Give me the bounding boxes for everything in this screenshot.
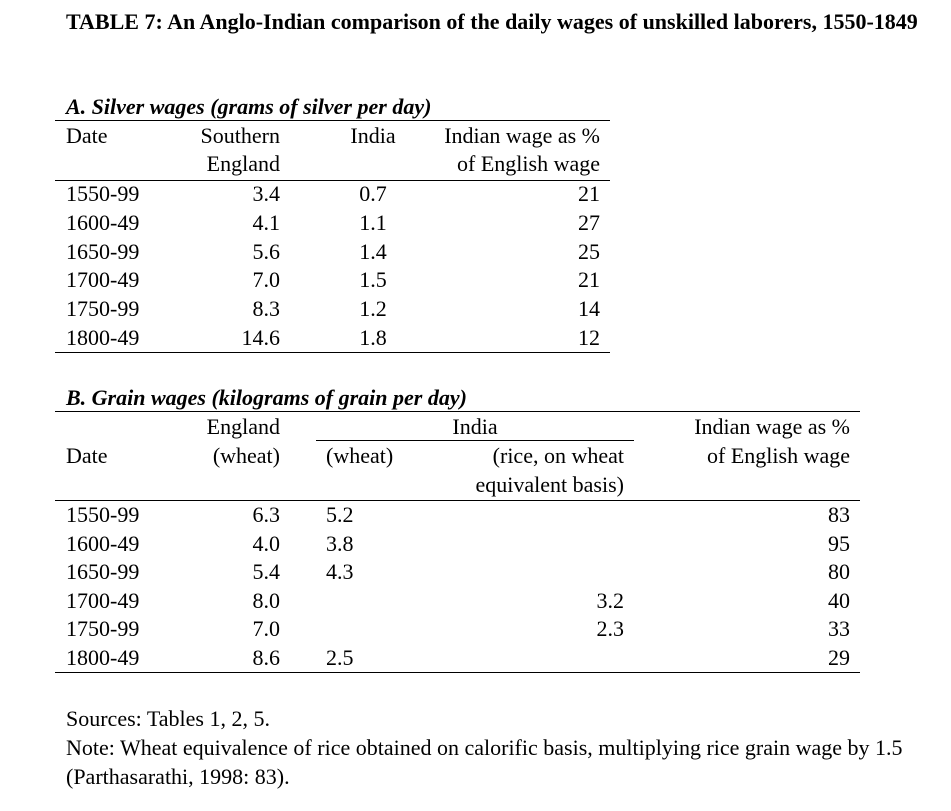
b-row-date: 1750-99 xyxy=(66,616,140,641)
section-a-top-rule xyxy=(55,120,610,121)
a-row-india: 1.4 xyxy=(359,238,387,264)
section-a-heading: A. Silver wages (grams of silver per day… xyxy=(66,94,432,119)
a-row-england: 8.3 xyxy=(252,296,281,322)
a-header-england-line2: England xyxy=(206,151,280,176)
b-header-england-line2: (wheat) xyxy=(212,443,280,468)
a-row-pct: 12 xyxy=(578,325,600,350)
b-row-date: 1650-99 xyxy=(66,559,140,584)
section-b-bottom-rule xyxy=(55,672,860,673)
b-row-england: 8.6 xyxy=(252,644,281,670)
b-row-england: 7.0 xyxy=(252,616,281,641)
a-row-india: 0.7 xyxy=(359,181,387,206)
a-row-date: 1700-49 xyxy=(66,267,140,293)
a-header-india: India xyxy=(350,123,396,148)
b-header-rice-line1: (rice, on wheat xyxy=(492,443,624,468)
table-title: TABLE 7: An Anglo-Indian comparison of t… xyxy=(66,9,918,34)
a-header-england-line1: Southern xyxy=(200,123,280,148)
a-header-pct-line2: of English wage xyxy=(457,151,600,176)
b-header-india: India xyxy=(452,414,498,439)
note-text: Note: Wheat equivalence of rice obtained… xyxy=(66,735,903,789)
a-row-date: 1750-99 xyxy=(66,296,140,322)
b-header-wheat: (wheat) xyxy=(326,443,394,468)
b-row-date: 1550-99 xyxy=(66,502,140,527)
a-row-pct: 21 xyxy=(578,267,600,293)
b-row-pct: 33 xyxy=(828,616,850,641)
b-row-date: 1700-49 xyxy=(66,587,140,613)
b-row-rice: 3.2 xyxy=(596,587,625,613)
b-row-wheat: 3.8 xyxy=(326,530,354,556)
a-row-date: 1650-99 xyxy=(66,238,140,264)
a-row-india: 1.8 xyxy=(359,325,387,350)
b-header-date: Date xyxy=(66,443,108,468)
b-row-england: 8.0 xyxy=(252,587,281,613)
a-row-india: 1.2 xyxy=(359,296,387,322)
b-row-pct: 83 xyxy=(828,502,850,527)
b-header-rice-line2: equivalent basis) xyxy=(475,472,624,497)
a-row-pct: 14 xyxy=(578,296,600,322)
b-row-date: 1800-49 xyxy=(66,644,140,670)
b-row-wheat: 2.5 xyxy=(326,644,354,670)
a-row-india: 1.5 xyxy=(359,267,387,293)
b-row-pct: 29 xyxy=(828,644,850,670)
b-row-pct: 95 xyxy=(828,530,850,556)
sources-text: Sources: Tables 1, 2, 5. xyxy=(66,706,270,731)
a-row-england: 4.1 xyxy=(252,209,281,235)
b-row-wheat: 5.2 xyxy=(326,502,354,527)
a-row-date: 1550-99 xyxy=(66,181,140,206)
a-header-date: Date xyxy=(66,123,108,148)
b-row-date: 1600-49 xyxy=(66,530,140,556)
b-row-england: 4.0 xyxy=(252,530,281,556)
b-row-england: 5.4 xyxy=(252,559,281,584)
b-row-wheat: 4.3 xyxy=(326,559,354,584)
b-row-rice: 2.3 xyxy=(596,616,625,641)
b-header-england-line1: England xyxy=(206,414,280,439)
a-row-england: 3.4 xyxy=(252,181,281,206)
a-row-date: 1800-49 xyxy=(66,325,140,350)
b-row-england: 6.3 xyxy=(252,502,281,527)
b-header-pct-line2: of English wage xyxy=(707,443,850,468)
a-row-date: 1600-49 xyxy=(66,209,140,235)
section-b-header-rule xyxy=(55,500,860,501)
a-row-pct: 27 xyxy=(578,209,600,235)
b-row-pct: 40 xyxy=(828,587,850,613)
section-b-top-rule xyxy=(55,411,860,412)
a-header-pct-line1: Indian wage as % xyxy=(444,123,600,148)
b-row-pct: 80 xyxy=(828,559,850,584)
section-a-header-rule xyxy=(55,180,610,181)
a-row-england: 5.6 xyxy=(252,238,281,264)
section-b-heading: B. Grain wages (kilograms of grain per d… xyxy=(66,385,467,410)
a-row-india: 1.1 xyxy=(359,209,387,235)
a-row-england: 7.0 xyxy=(252,267,281,293)
b-header-pct-line1: Indian wage as % xyxy=(694,414,850,439)
a-row-pct: 21 xyxy=(578,181,600,206)
a-row-pct: 25 xyxy=(578,238,600,264)
section-a-bottom-rule xyxy=(55,352,610,353)
b-header-india-rule xyxy=(316,440,634,441)
a-row-england: 14.6 xyxy=(241,325,281,350)
